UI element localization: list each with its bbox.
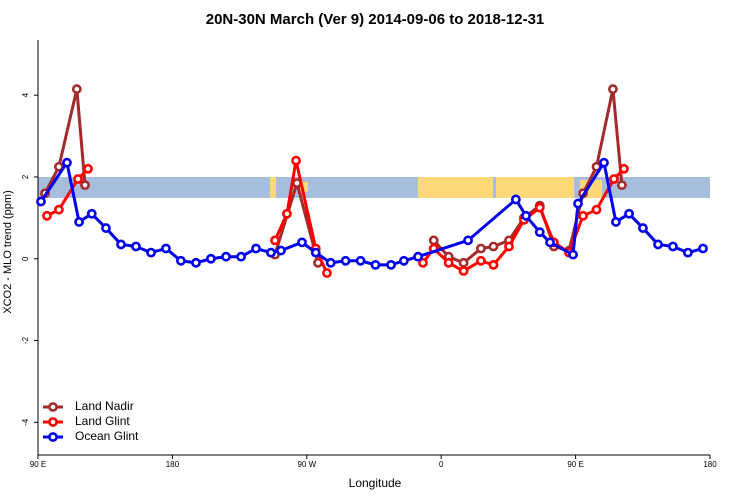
data-point — [80, 180, 90, 191]
data-point — [488, 241, 499, 252]
data-point — [83, 163, 93, 174]
y-tick-label: 4 — [21, 92, 30, 97]
data-point — [458, 257, 469, 268]
series-line — [46, 167, 90, 218]
data-point — [71, 84, 82, 94]
data-point — [682, 247, 693, 258]
legend-marker — [48, 402, 58, 412]
data-point — [325, 257, 336, 268]
data-point — [206, 253, 216, 264]
data-point — [668, 241, 678, 252]
legend-label: Land Glint — [75, 414, 130, 428]
data-point — [191, 257, 201, 268]
data-point — [266, 247, 276, 258]
y-tick-label: -2 — [21, 336, 30, 344]
data-point — [146, 247, 156, 258]
data-point — [398, 255, 409, 266]
data-point — [251, 243, 261, 254]
data-point — [322, 268, 332, 278]
x-tick-label: 180 — [166, 460, 180, 469]
data-point — [476, 255, 486, 266]
data-point — [86, 208, 97, 219]
x-tick-label: 90 E — [30, 460, 46, 469]
data-point — [534, 202, 545, 213]
data-point — [611, 217, 621, 227]
data-point — [355, 255, 366, 266]
data-point — [608, 84, 618, 94]
data-point — [428, 235, 439, 246]
data-point — [310, 247, 321, 258]
y-tick-label: 2 — [21, 174, 30, 179]
data-point — [62, 157, 72, 168]
series-line — [432, 87, 624, 265]
data-point — [236, 251, 246, 262]
legend-label: Ocean Glint — [75, 429, 139, 443]
data-point — [276, 245, 286, 256]
y-axis-label: XCO2 - MLO trend (ppm) — [2, 190, 14, 313]
data-point — [573, 198, 583, 209]
data-point — [504, 241, 514, 252]
data-point — [510, 194, 521, 205]
land-strip — [300, 182, 308, 192]
data-point — [116, 239, 126, 250]
data-point — [476, 243, 486, 254]
data-point — [131, 241, 141, 252]
data-point — [386, 259, 396, 270]
data-point — [534, 227, 545, 238]
x-tick-label: 90 W — [297, 460, 316, 469]
data-point — [653, 239, 663, 250]
series-line — [43, 87, 87, 195]
data-point — [463, 235, 473, 246]
chart-title: 20N-30N March (Ver 9) 2014-09-06 to 2018… — [206, 11, 545, 28]
data-point — [54, 204, 64, 215]
x-axis-label: Longitude — [349, 476, 402, 490]
legend-label: Land Nadir — [75, 399, 134, 413]
data-point — [161, 243, 171, 254]
data-point — [74, 217, 84, 227]
data-point — [443, 257, 454, 268]
map-strip — [38, 177, 710, 198]
data-point — [488, 259, 499, 270]
data-point — [624, 208, 634, 219]
legend-marker — [48, 417, 58, 427]
data-point — [458, 266, 469, 276]
data-point — [578, 210, 588, 221]
x-tick-label: 0 — [439, 460, 444, 469]
data-point — [545, 237, 555, 248]
data-point — [698, 243, 708, 254]
data-point — [591, 204, 602, 215]
data-point — [221, 251, 231, 262]
data-point — [616, 180, 627, 191]
data-point — [638, 223, 648, 233]
x-tick-label: 180 — [703, 460, 717, 469]
data-point — [291, 155, 301, 166]
data-point — [270, 235, 280, 246]
land-strip — [496, 177, 574, 198]
x-tick-label: 90 E — [567, 460, 583, 469]
data-point — [619, 163, 629, 174]
data-point — [36, 196, 46, 207]
data-point — [609, 174, 619, 184]
data-point — [282, 208, 292, 219]
data-point — [42, 210, 52, 221]
data-point — [101, 223, 111, 233]
data-point — [176, 255, 186, 266]
land-strip — [270, 177, 276, 198]
data-point — [418, 257, 428, 268]
data-point — [521, 210, 531, 221]
land-strip — [418, 177, 493, 198]
data-point — [73, 174, 83, 184]
data-point — [370, 259, 381, 270]
y-tick-label: 0 — [21, 256, 30, 261]
y-tick-label: -4 — [21, 418, 30, 426]
data-point — [599, 157, 609, 168]
data-point — [340, 255, 351, 266]
data-point — [413, 251, 423, 262]
data-point — [568, 249, 578, 260]
data-point — [297, 237, 307, 248]
legend-marker — [48, 432, 58, 442]
